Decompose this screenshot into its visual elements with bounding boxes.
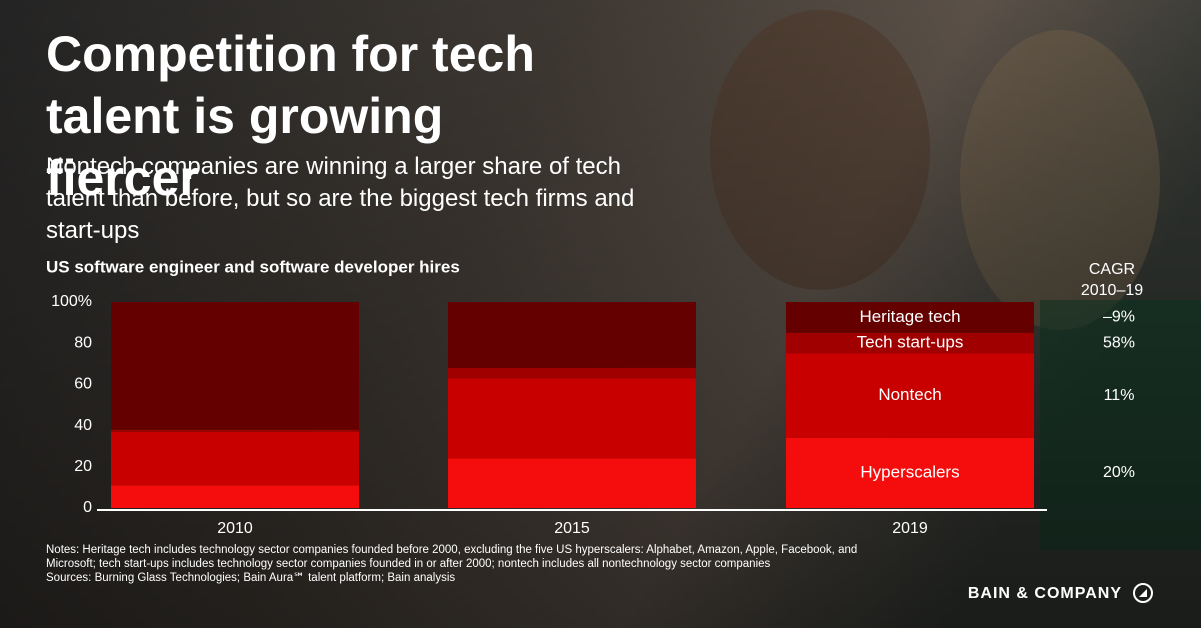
bar-segment <box>111 302 359 430</box>
y-tick-label: 0 <box>83 499 92 516</box>
cagr-value: 20% <box>1103 464 1135 481</box>
bar-segment <box>448 458 696 508</box>
subtitle: Nontech companies are winning a larger s… <box>46 153 634 244</box>
axis-title: US software engineer and software develo… <box>46 257 460 276</box>
bar-segment <box>111 429 359 432</box>
segment-label: Heritage tech <box>859 307 960 326</box>
segment-label: Tech start-ups <box>857 333 964 352</box>
cagr-value: –9% <box>1103 309 1135 326</box>
bar-segment <box>786 437 1034 508</box>
bar-segment <box>448 378 696 459</box>
cagr-value: 11% <box>1104 387 1135 404</box>
bar-segment <box>448 302 696 368</box>
y-tick-label: 40 <box>74 417 92 434</box>
cagr-header: CAGR <box>1089 261 1135 278</box>
bar-segment <box>786 353 1034 438</box>
y-tick-label: 60 <box>74 376 92 393</box>
bar-segment <box>111 431 359 486</box>
title-text: Competition for tech talent is growing fie… <box>46 26 535 206</box>
cagr-value: 58% <box>1103 334 1135 351</box>
bar-segment <box>786 302 1034 333</box>
cagr-header: 2010–19 <box>1081 282 1143 299</box>
x-tick-label: 2019 <box>892 520 928 537</box>
bar-segment <box>786 332 1034 354</box>
y-tick-label: 100% <box>51 293 92 310</box>
note: Sources: Burning Glass Technologies; Bai… <box>46 572 455 584</box>
note: Notes: Heritage tech includes technology… <box>46 544 857 556</box>
x-tick-label: 2015 <box>554 520 590 537</box>
y-tick-label: 20 <box>74 458 92 475</box>
x-tick-label: 2010 <box>217 520 253 537</box>
subtitle-text: Nontech companies are winning a larger s… <box>46 153 634 244</box>
bar-segment <box>111 485 359 508</box>
brand-logo <box>1133 583 1153 603</box>
title: Competition for tech talent is growing fie… <box>46 26 535 206</box>
note: Microsoft; tech start-ups includes techn… <box>46 558 771 570</box>
brand: BAIN & COMPANY <box>968 585 1122 602</box>
bar-segment <box>448 367 696 379</box>
segment-label: Hyperscalers <box>860 462 959 481</box>
segment-label: Nontech <box>878 385 941 404</box>
brand-logo <box>1139 589 1147 597</box>
y-tick-label: 80 <box>74 334 92 351</box>
